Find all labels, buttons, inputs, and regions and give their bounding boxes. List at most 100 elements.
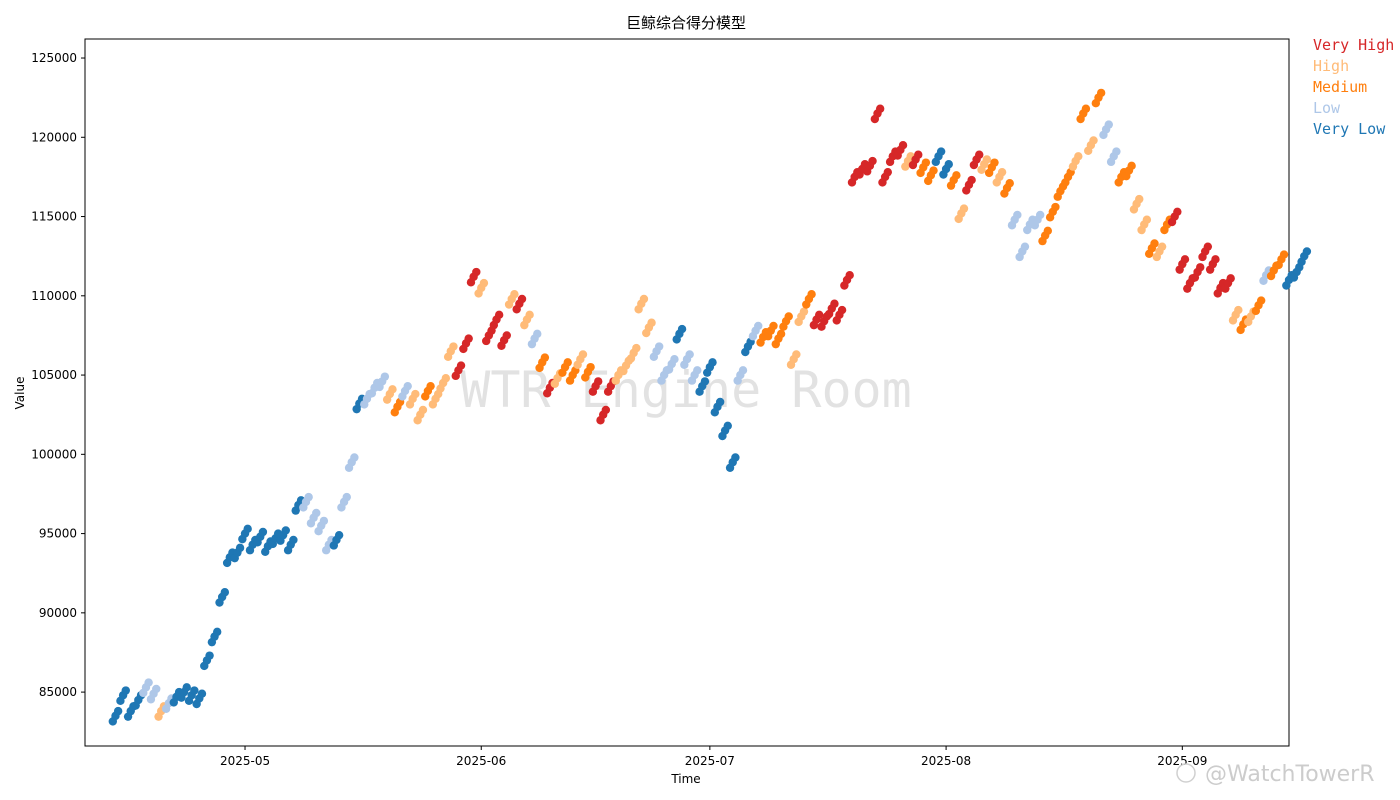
- data-point: [975, 150, 984, 159]
- data-point: [578, 350, 588, 359]
- data-point: [1104, 120, 1113, 129]
- data-point: [304, 492, 313, 502]
- x-tick-label: 2025-05: [220, 754, 270, 768]
- data-point: [403, 381, 412, 391]
- data-point: [1005, 179, 1014, 188]
- data-point: [769, 321, 778, 331]
- data-point: [1157, 242, 1167, 251]
- data-point: [845, 271, 854, 280]
- data-point: [1279, 250, 1289, 259]
- data-point: [776, 329, 786, 339]
- data-point: [1043, 226, 1053, 236]
- y-tick-label: 110000: [31, 289, 77, 303]
- data-point: [350, 453, 359, 462]
- data-point: [472, 267, 481, 277]
- data-point: [936, 147, 946, 156]
- x-tick-label: 2025-09: [1157, 754, 1207, 768]
- data-point: [243, 524, 252, 534]
- data-point: [1013, 210, 1022, 220]
- data-point: [799, 307, 809, 316]
- data-point: [837, 305, 847, 315]
- data-point: [1089, 136, 1098, 145]
- legend-item: Medium: [1313, 78, 1367, 96]
- data-point: [639, 294, 649, 304]
- data-point: [944, 160, 953, 169]
- data-point: [914, 150, 923, 159]
- data-point: [792, 350, 801, 359]
- data-point: [708, 358, 717, 367]
- y-axis-title: Value: [13, 377, 27, 410]
- data-point: [190, 686, 199, 695]
- y-tick-label: 125000: [31, 51, 77, 65]
- data-point: [959, 204, 969, 213]
- x-axis-title: Time: [670, 772, 700, 786]
- data-point: [1150, 239, 1159, 248]
- data-point: [1051, 202, 1060, 212]
- data-point: [258, 527, 268, 537]
- data-point: [967, 175, 976, 185]
- data-point: [1127, 161, 1136, 171]
- data-point: [540, 353, 550, 362]
- data-point: [647, 318, 656, 327]
- data-point: [235, 543, 245, 553]
- data-point: [289, 535, 298, 545]
- data-point: [510, 290, 519, 299]
- data-point: [731, 453, 740, 462]
- data-point: [342, 492, 351, 502]
- data-point: [517, 294, 527, 304]
- data-point: [1302, 247, 1312, 256]
- data-point: [418, 405, 428, 415]
- scatter-points: [108, 88, 1312, 726]
- watermark-text: WTR Engine Room: [460, 361, 912, 419]
- data-point: [952, 171, 961, 180]
- data-point: [1196, 263, 1205, 272]
- data-point: [1135, 194, 1144, 204]
- data-point: [898, 141, 908, 150]
- chart-title: 巨鲸综合得分模型: [626, 14, 746, 32]
- legend-item: High: [1313, 57, 1349, 75]
- data-point: [144, 678, 153, 687]
- legend-item: Very High: [1313, 36, 1394, 54]
- x-tick-label: 2025-08: [921, 754, 971, 768]
- data-point: [632, 343, 641, 353]
- data-point: [494, 310, 504, 320]
- data-point: [670, 355, 679, 364]
- data-point: [677, 324, 687, 334]
- y-tick-label: 85000: [39, 685, 77, 699]
- data-point: [586, 362, 595, 372]
- data-point: [1036, 210, 1045, 220]
- corner-watermark-text: @WatchTowerR: [1205, 762, 1375, 787]
- data-point: [1211, 255, 1220, 264]
- data-point: [411, 389, 420, 399]
- data-point: [723, 421, 732, 430]
- data-point: [449, 342, 458, 351]
- data-point: [754, 321, 763, 331]
- data-point: [738, 366, 748, 375]
- data-point: [220, 588, 230, 597]
- data-point: [525, 310, 534, 320]
- data-point: [479, 278, 489, 288]
- data-point: [205, 651, 214, 660]
- corner-watermark-logo: [1176, 763, 1196, 783]
- data-point: [281, 526, 290, 535]
- data-point: [533, 329, 542, 339]
- data-point: [1096, 88, 1106, 98]
- data-point: [700, 377, 710, 386]
- data-point: [601, 405, 611, 415]
- data-point: [715, 397, 725, 407]
- data-point: [784, 312, 793, 321]
- y-tick-label: 90000: [39, 606, 77, 620]
- data-point: [1256, 296, 1266, 305]
- data-point: [456, 361, 466, 370]
- x-axis: 2025-05 2025-06 2025-07 2025-08 2025-09: [220, 746, 1207, 768]
- y-tick-label: 115000: [31, 210, 77, 224]
- data-point: [883, 167, 892, 177]
- data-point: [868, 156, 877, 166]
- data-point: [213, 627, 222, 637]
- data-point: [1226, 274, 1235, 283]
- data-point: [426, 381, 435, 391]
- data-point: [990, 158, 999, 167]
- data-point: [875, 104, 885, 113]
- data-point: [1203, 242, 1213, 251]
